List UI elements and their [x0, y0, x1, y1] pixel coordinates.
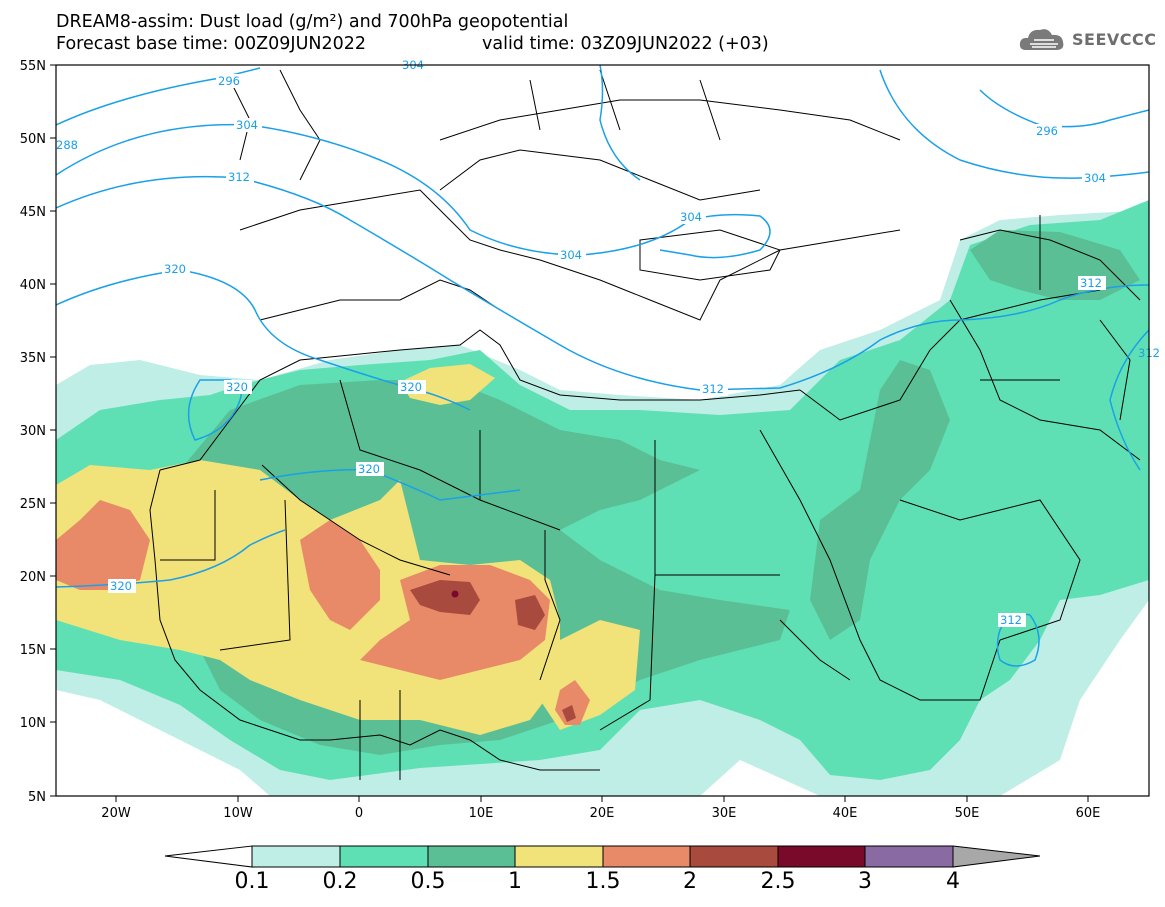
- contour-label: 320: [400, 380, 422, 394]
- contour-label: 320: [226, 380, 248, 394]
- forecast-base-time: Forecast base time: 00Z09JUN2022: [56, 34, 367, 54]
- lat-label: 5N: [28, 790, 46, 805]
- lat-label: 30N: [20, 424, 46, 439]
- contour-label: 312: [1080, 276, 1102, 290]
- dust-shade-2: [410, 580, 480, 615]
- lat-label: 45N: [20, 205, 46, 220]
- lat-label: 10N: [20, 716, 46, 731]
- contour-label: 296: [1036, 124, 1058, 138]
- colorbar-bin: [689, 845, 779, 868]
- contour-label: 312: [228, 170, 250, 184]
- lat-label: 55N: [20, 59, 46, 74]
- dust-shade-1.5-c: [360, 565, 550, 680]
- lon-label: 40E: [833, 806, 858, 821]
- colorbar-bin: [514, 845, 604, 868]
- colorbar-bin: [251, 845, 341, 868]
- contour-top: [599, 65, 641, 181]
- colorbar-bin: [339, 845, 429, 868]
- lat-label: 35N: [20, 351, 46, 366]
- colorbar-label: 4: [946, 869, 960, 894]
- dust-shade-1.5: [56, 500, 150, 590]
- lon-label: 10W: [223, 806, 253, 821]
- lon-labels: 20W 10W 0 10E 20E 30E 40E 50E 60E: [101, 806, 1100, 821]
- lat-label: 40N: [20, 278, 46, 293]
- colorbar-label: 0.1: [234, 869, 270, 894]
- contour-296-nw: [56, 67, 261, 126]
- dust-shade-2-c: [562, 705, 576, 722]
- lon-label: 10E: [469, 806, 494, 821]
- contour-label: 288: [56, 138, 78, 152]
- contour-label: 320: [110, 579, 132, 593]
- contour-312-w: [56, 175, 1149, 391]
- country-borders: [149, 69, 1141, 780]
- contour-label: 304: [680, 210, 702, 224]
- colorbar-label: 2.5: [760, 869, 796, 894]
- colorbar-over-arrow: [952, 845, 1041, 868]
- lat-labels: 55N 50N 45N 40N 35N 30N 25N 20N 15N 10N …: [20, 59, 46, 805]
- contour-304-ne: [879, 69, 1149, 179]
- colorbar-label: 2: [683, 869, 697, 894]
- dust-shade-2-b: [515, 595, 545, 630]
- lon-label: 60E: [1076, 806, 1101, 821]
- contour-label: 304: [236, 118, 258, 132]
- contour-label: 312: [702, 382, 724, 396]
- lat-label: 25N: [20, 497, 46, 512]
- contour-label: 320: [358, 462, 380, 476]
- colorbar-bin: [864, 845, 954, 868]
- colorbar-label: 1.5: [585, 869, 621, 894]
- colorbar-label: 0.2: [322, 869, 358, 894]
- colorbar-bin: [427, 845, 516, 868]
- colorbar: [164, 845, 1041, 868]
- chart-title: DREAM8-assim: Dust load (g/m²) and 700hP…: [56, 12, 569, 32]
- dust-shade-1-c: [400, 364, 495, 405]
- lat-axis: [50, 64, 56, 797]
- logo-text: SEEVCCC: [1072, 29, 1157, 49]
- cloud-icon: [1019, 29, 1064, 50]
- contour-east: [1109, 329, 1149, 471]
- dust-shade-1.5-b: [300, 520, 380, 630]
- lat-label: 15N: [20, 643, 46, 658]
- contour-label: 296: [218, 74, 240, 88]
- contour-labels: 296 304 312 320 304 320 312 320 320 304 …: [56, 58, 1160, 627]
- lon-label: 30E: [712, 806, 737, 821]
- colorbar-under-arrow: [164, 845, 253, 868]
- dust-shade-0.5-b: [810, 360, 950, 640]
- lon-label: 0: [355, 806, 363, 821]
- contour-label: 320: [164, 262, 186, 276]
- contour-label: 312: [1000, 613, 1022, 627]
- contour-label: 304: [560, 248, 582, 262]
- contour-296-ne: [979, 89, 1149, 128]
- valid-time: valid time: 03Z09JUN2022 (+03): [482, 34, 769, 54]
- seevccc-logo: SEEVCCC: [1018, 24, 1157, 54]
- lon-label: 20W: [101, 806, 131, 821]
- colorbar-label: 1: [508, 869, 522, 894]
- colorbar-label: 3: [858, 869, 872, 894]
- colorbar-label: 0.5: [410, 869, 446, 894]
- dust-shade-2.5: [451, 590, 459, 598]
- colorbar-bin: [777, 845, 866, 868]
- lat-label: 20N: [20, 570, 46, 585]
- lon-label: 20E: [590, 806, 615, 821]
- contour-320-central: [259, 468, 521, 501]
- contour-label: 304: [1084, 171, 1106, 185]
- lat-label: 50N: [20, 132, 46, 147]
- colorbar-bin: [602, 845, 691, 868]
- dust-load-field: [56, 200, 1149, 796]
- lon-axis: [115, 796, 1089, 802]
- lon-label: 50E: [955, 806, 980, 821]
